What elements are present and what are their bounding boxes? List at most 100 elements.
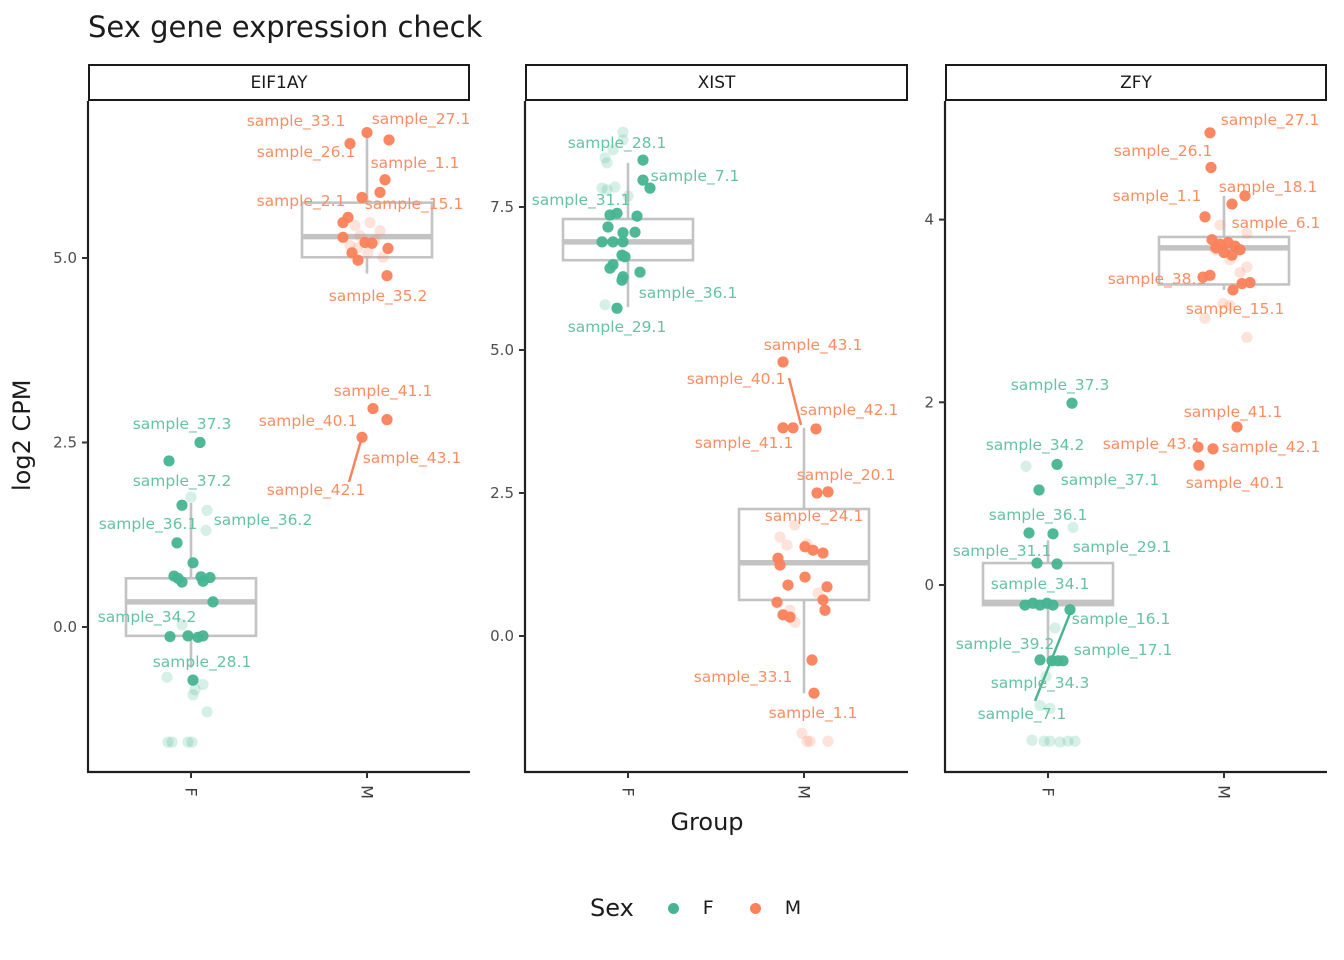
sample-label: sample_20.1 <box>797 466 896 485</box>
sample-label: sample_40.1 <box>1186 474 1285 493</box>
sample-label: sample_31.1 <box>953 542 1052 561</box>
data-point <box>599 299 611 311</box>
data-point <box>1062 735 1074 747</box>
legend-item-f: F <box>667 897 714 919</box>
data-point <box>629 226 641 238</box>
data-point <box>601 157 613 169</box>
data-point <box>197 678 209 691</box>
data-point <box>782 579 794 591</box>
sample-label: sample_31.1 <box>532 191 631 210</box>
sample-label: sample_40.1 <box>259 412 358 431</box>
sample-label: sample_36.2 <box>214 511 313 530</box>
data-point <box>182 736 194 748</box>
sample-label: sample_27.1 <box>372 110 471 129</box>
data-point <box>596 182 608 194</box>
sample-label: sample_7.1 <box>651 167 740 186</box>
legend-item-m: M <box>749 897 802 919</box>
legend-title: Sex <box>590 894 634 922</box>
y-tick-label: 4 <box>924 211 934 229</box>
data-point <box>361 126 373 139</box>
data-point <box>1192 441 1204 453</box>
data-point <box>176 499 188 511</box>
data-point <box>644 182 656 194</box>
sample-label: sample_37.3 <box>1011 376 1110 395</box>
data-point <box>596 236 608 248</box>
data-point <box>804 735 816 747</box>
data-point <box>604 262 616 274</box>
data-point <box>822 735 834 747</box>
y-tick-label: 5.0 <box>490 341 514 359</box>
data-point <box>1207 443 1219 455</box>
data-point <box>1205 161 1217 174</box>
data-point <box>1234 244 1246 256</box>
data-point <box>1239 190 1251 202</box>
box <box>737 507 871 602</box>
legend-swatch-f-icon <box>667 902 679 914</box>
sample-label: sample_26.1 <box>257 143 356 162</box>
data-point <box>617 126 629 138</box>
data-point <box>185 491 197 503</box>
data-point <box>617 134 629 146</box>
data-point <box>366 237 378 249</box>
data-point <box>1231 421 1243 433</box>
data-point <box>601 184 613 196</box>
data-point <box>1193 459 1205 471</box>
sample-label: sample_43.1 <box>1103 435 1202 454</box>
x-tick-label: F <box>1039 787 1058 796</box>
sample-label: sample_15.1 <box>365 195 464 214</box>
legend-swatch-m-icon <box>749 902 761 914</box>
data-point <box>807 544 819 556</box>
y-axis-title: log2 CPM <box>8 379 36 491</box>
data-point <box>1049 622 1061 634</box>
data-point <box>611 302 623 314</box>
x-tick-label: M <box>358 785 377 799</box>
chart-title: Sex gene expression check <box>88 10 483 44</box>
data-point <box>362 247 374 259</box>
data-point <box>1020 460 1032 472</box>
sample-label: sample_35.2 <box>329 287 428 306</box>
data-point <box>784 611 796 623</box>
sample-label: sample_43.1 <box>764 336 863 355</box>
data-point <box>182 630 194 642</box>
data-point <box>171 537 183 549</box>
data-point <box>383 134 395 146</box>
y-tick-label: 0 <box>924 576 934 594</box>
data-point <box>1033 484 1045 496</box>
sample-label: sample_1.1 <box>1113 187 1202 206</box>
data-point <box>207 596 219 608</box>
legend: Sex F M <box>590 888 837 928</box>
label-leader-line <box>347 436 364 483</box>
data-point <box>381 414 393 426</box>
data-point <box>1023 527 1035 539</box>
data-point <box>187 674 199 686</box>
sample-label: sample_1.1 <box>769 704 858 723</box>
data-point <box>1051 558 1063 570</box>
data-point <box>1034 654 1046 666</box>
sample-label: sample_1.1 <box>371 154 460 173</box>
data-point <box>162 736 174 748</box>
sample-label: sample_29.1 <box>1073 538 1172 557</box>
sample-label: sample_41.1 <box>695 434 794 453</box>
data-point <box>1241 331 1253 344</box>
data-point <box>634 266 646 278</box>
data-point <box>777 422 789 434</box>
legend-label-m: M <box>784 897 802 919</box>
data-point <box>1047 599 1059 611</box>
data-point <box>637 174 649 186</box>
data-point <box>799 571 811 583</box>
sample-label: sample_2.1 <box>257 192 346 211</box>
sample-label: sample_42.1 <box>1222 438 1321 457</box>
data-point <box>1241 261 1253 273</box>
data-point <box>617 236 629 248</box>
data-point <box>374 186 386 198</box>
data-point <box>186 736 198 748</box>
data-point <box>787 422 799 434</box>
data-point <box>774 559 786 571</box>
data-point <box>806 654 818 666</box>
data-point <box>166 736 178 748</box>
sample-label: sample_41.1 <box>1184 403 1283 422</box>
data-point <box>631 210 643 222</box>
sample-label: sample_28.1 <box>153 653 252 672</box>
facet-strip-eif1ay: EIF1AY <box>88 64 470 101</box>
